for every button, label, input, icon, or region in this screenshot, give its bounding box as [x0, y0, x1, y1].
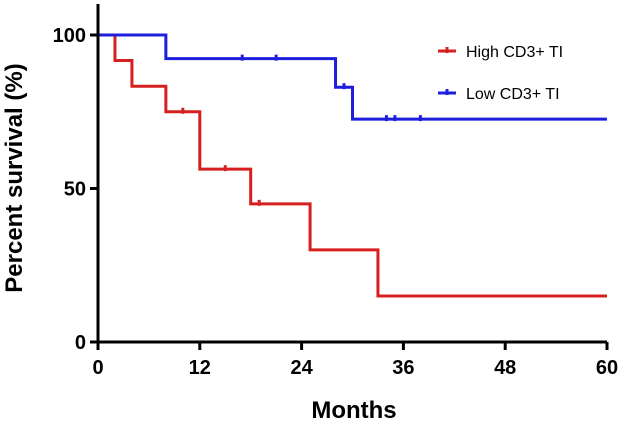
y-tick-label: 50: [64, 179, 86, 201]
y-tick-label: 0: [75, 332, 86, 354]
y-axis-title: Percent survival (%): [1, 63, 28, 292]
y-tick-label: 100: [53, 25, 86, 47]
plot-marks: [98, 33, 607, 298]
legend-label: Low CD3+ TI: [466, 86, 560, 103]
x-tick-label: 12: [189, 357, 211, 379]
y-ticks: 0 50 100: [53, 25, 98, 354]
x-tick-label: 36: [392, 357, 414, 379]
series-line-low-cd3: [98, 33, 607, 121]
series-line-high-cd3: [98, 33, 607, 298]
x-tick-label: 0: [92, 357, 103, 379]
x-tick-label: 48: [494, 357, 516, 379]
x-tick-label: 60: [596, 357, 618, 379]
legend: High CD3+ TI Low CD3+ TI: [438, 44, 563, 103]
x-tick-label: 24: [290, 357, 313, 379]
x-ticks: 0 12 24 36 48 60: [92, 342, 618, 379]
x-axis-title: Months: [311, 397, 396, 424]
legend-label: High CD3+ TI: [466, 44, 563, 61]
